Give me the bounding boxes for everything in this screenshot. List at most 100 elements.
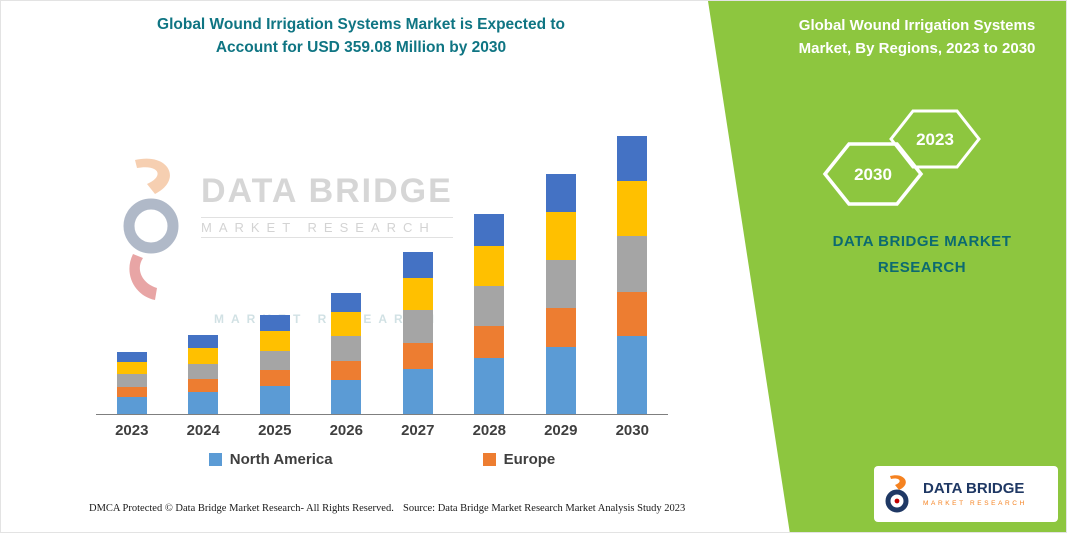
bar-segment xyxy=(474,245,505,286)
company-logo: DATA BRIDGE MARKET RESEARCH xyxy=(874,466,1058,522)
bar-segment xyxy=(402,368,433,414)
stacked-bar xyxy=(617,136,648,414)
bar-segment xyxy=(617,236,648,292)
hexagon-2030-label: 2030 xyxy=(854,165,892,184)
hexagon-2023-label: 2023 xyxy=(916,130,954,149)
stacked-bar xyxy=(474,213,505,414)
bar-segment xyxy=(617,136,648,181)
bar-segment xyxy=(331,311,362,337)
legend: North America Europe xyxy=(96,451,668,468)
bar-segment xyxy=(331,336,362,361)
bar-segment xyxy=(259,370,290,387)
watermark-line1: DATA BRIDGE xyxy=(201,172,453,210)
x-axis-label: 2023 xyxy=(115,422,149,439)
legend-swatch xyxy=(208,453,222,466)
page-title-line2: Account for USD 359.08 Million by 2030 xyxy=(215,39,507,57)
x-axis-label: 2027 xyxy=(401,422,435,439)
bar-segment xyxy=(402,310,433,343)
bar-segment xyxy=(331,292,362,312)
bar-segment xyxy=(402,278,433,311)
company-logo-text: DATA BRIDGE MARKET RESEARCH xyxy=(923,479,1027,508)
bar-segment xyxy=(188,363,219,380)
bar-segment xyxy=(259,314,290,331)
bar-column-2025 xyxy=(239,314,311,414)
stacked-bar xyxy=(116,352,147,414)
legend-swatch xyxy=(482,453,496,466)
bar-segment xyxy=(474,285,505,326)
bar-segment xyxy=(331,360,362,380)
x-axis-label: 2030 xyxy=(615,422,649,439)
hexagon-2030-shape xyxy=(822,142,924,206)
brand-line1: DATA BRIDGE MARKET xyxy=(832,233,1012,250)
bar-segment xyxy=(188,335,219,348)
brand-line2: RESEARCH xyxy=(877,258,967,276)
bar-segment xyxy=(545,260,576,309)
bar-column-2030 xyxy=(597,136,669,414)
bar-segment xyxy=(259,350,290,371)
x-axis-label: 2025 xyxy=(258,422,292,439)
company-logo-icon xyxy=(885,475,909,513)
bar-column-2027 xyxy=(382,252,454,414)
bar-segment xyxy=(545,346,576,414)
bar-segment xyxy=(545,308,576,347)
watermark-text: DATA BRIDGE MARKET RESEARCH xyxy=(201,172,453,238)
bar-column-2026 xyxy=(311,292,383,414)
source-note: Source: Data Bridge Market Research Mark… xyxy=(403,503,686,514)
bar-segment xyxy=(116,362,147,375)
bar-segment xyxy=(474,213,505,246)
legend-label: Europe xyxy=(503,451,556,468)
bar-segment xyxy=(402,252,433,279)
bar-segment xyxy=(116,396,147,414)
watermark: DATA BRIDGE MARKET RESEARCH xyxy=(121,154,453,304)
stacked-bar xyxy=(259,314,290,414)
bar-segment xyxy=(545,212,576,261)
side-panel-title-line1: Global Wound Irrigation Systems xyxy=(798,17,1036,34)
dmca-notice: DMCA Protected © Data Bridge Market Rese… xyxy=(89,503,394,514)
x-axis-label: 2029 xyxy=(544,422,578,439)
brand-wordmark: DATA BRIDGE MARKET RESEARCH xyxy=(791,229,1053,280)
bar-segment xyxy=(617,180,648,237)
bar-column-2029 xyxy=(525,174,597,414)
bar-column-2024 xyxy=(168,335,240,414)
company-logo-subtitle: MARKET RESEARCH xyxy=(923,500,1027,508)
legend-item: Europe xyxy=(482,451,556,468)
bar-segment xyxy=(116,374,147,387)
bar-segment xyxy=(545,174,576,213)
company-logo-name: DATA BRIDGE xyxy=(923,479,1025,497)
x-axis-label: 2028 xyxy=(472,422,506,439)
bar-segment xyxy=(188,391,219,414)
legend-item: North America xyxy=(208,451,333,468)
legend-label: North America xyxy=(229,451,333,468)
chart-plot xyxy=(96,134,668,415)
stacked-bar xyxy=(545,174,576,414)
bar-segment xyxy=(188,379,219,392)
stacked-bar xyxy=(402,252,433,414)
bar-segment xyxy=(116,352,147,363)
bar-segment xyxy=(331,379,362,414)
x-axis-label: 2026 xyxy=(329,422,363,439)
bar-segment xyxy=(474,325,505,358)
watermark-logo-icon xyxy=(123,158,179,300)
stacked-bar-chart: DATA BRIDGE MARKET RESEARCH MARKET RESEA… xyxy=(96,134,668,468)
bar-segment xyxy=(116,386,147,397)
side-panel-title-line2: Market, By Regions, 2023 to 2030 xyxy=(798,39,1036,57)
stacked-bar xyxy=(331,292,362,414)
hexagon-2023-shape xyxy=(889,109,981,169)
bar-segment xyxy=(617,291,648,337)
bar-column-2023 xyxy=(96,352,168,414)
page-title: Global Wound Irrigation Systems Market i… xyxy=(56,13,666,60)
bar-segment xyxy=(188,347,219,364)
bar-segment xyxy=(259,330,290,351)
x-axis-labels: 2023 2024 2025 2026 2027 2028 2029 2030 xyxy=(96,422,668,439)
bar-segment xyxy=(402,342,433,369)
bar-column-2028 xyxy=(454,213,526,414)
bar-segment xyxy=(259,386,290,414)
side-panel-title: Global Wound Irrigation Systems Market, … xyxy=(773,15,1061,60)
bar-segment xyxy=(617,336,648,414)
page-title-line1: Global Wound Irrigation Systems Market i… xyxy=(157,16,565,33)
bar-segment xyxy=(474,357,505,414)
stacked-bar xyxy=(188,335,219,414)
x-axis-label: 2024 xyxy=(186,422,220,439)
year-hexagons: 2030 2023 xyxy=(822,109,981,206)
